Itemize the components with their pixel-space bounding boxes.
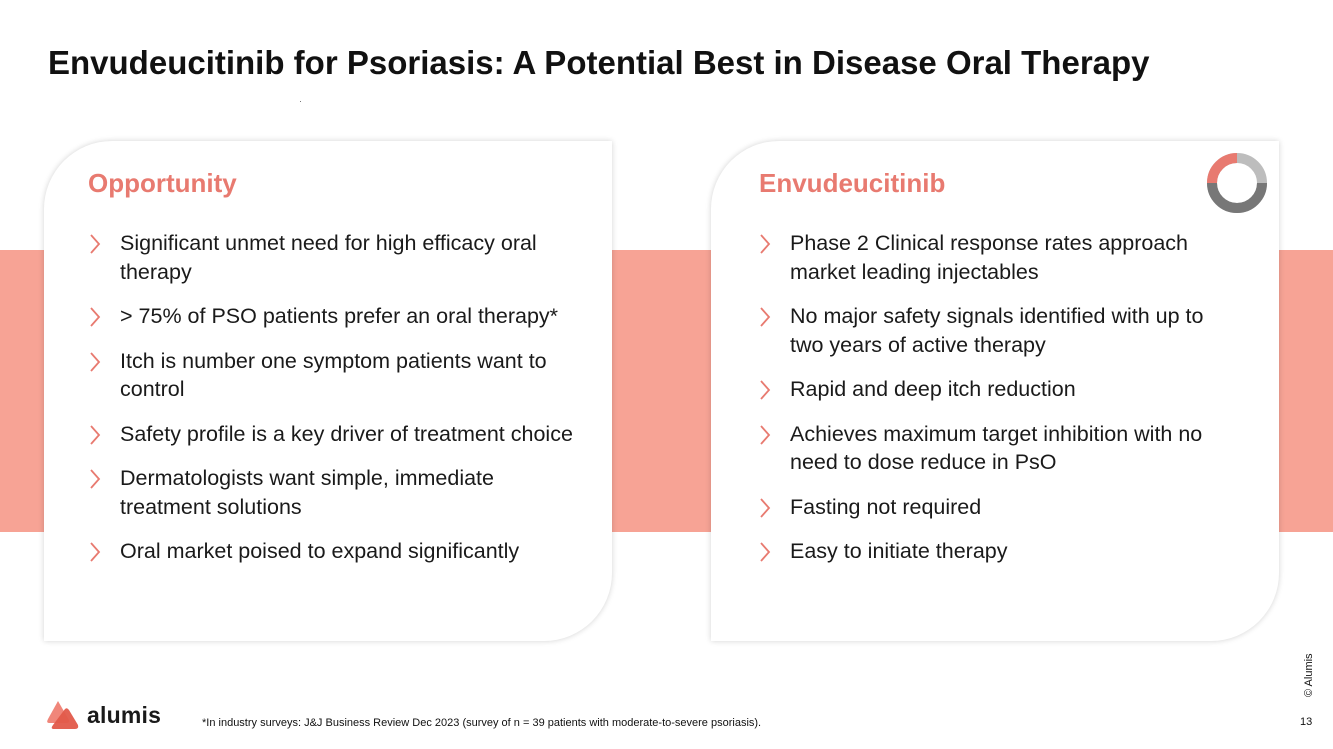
alumis-logo: alumis xyxy=(45,699,161,731)
opportunity-list: Significant unmet need for high efficacy… xyxy=(88,229,573,582)
page-title: Envudeucitinib for Psoriasis: A Potentia… xyxy=(48,44,1150,81)
list-item: Achieves maximum target inhibition with … xyxy=(758,420,1233,477)
list-item-text: Oral market poised to expand significant… xyxy=(120,539,520,563)
list-item-text: Fasting not required xyxy=(790,494,982,519)
list-item-text: Rapid and deep itch reduction xyxy=(790,377,1076,401)
list-item-text: > 75% of PSO patients prefer an oral the… xyxy=(120,304,559,328)
list-item-text: Phase 2 Clinical response rates approach… xyxy=(790,231,1188,284)
chevron-right-icon xyxy=(760,234,771,254)
list-item: Oral market poised to expand significant… xyxy=(88,537,573,566)
chevron-right-icon xyxy=(760,380,771,400)
list-item-text: Achieves maximum target inhibition with … xyxy=(790,421,1203,475)
list-item: Significant unmet need for high efficacy… xyxy=(88,229,573,286)
chevron-right-icon xyxy=(90,424,101,445)
list-item: Safety profile is a key driver of treatm… xyxy=(88,420,573,449)
donut-ring-icon xyxy=(1207,153,1267,213)
logo-wordmark: alumis xyxy=(87,701,162,728)
footnote: *In industry surveys: J&J Business Revie… xyxy=(202,717,762,729)
chevron-right-icon xyxy=(90,307,101,327)
chevron-right-icon xyxy=(760,307,771,327)
chevron-right-icon xyxy=(760,497,771,518)
alumis-logo-icon xyxy=(47,701,79,729)
chevron-right-icon xyxy=(760,424,771,445)
list-item-text: Significant unmet need for high efficacy… xyxy=(120,231,537,284)
list-item: Itch is number one symptom patients want… xyxy=(88,347,573,404)
list-item-text: Dermatologists want simple, immediate tr… xyxy=(120,466,494,519)
list-item-text: No major safety signals identified with … xyxy=(790,304,1204,357)
opportunity-card: Opportunity Significant unmet need for h… xyxy=(44,141,612,641)
chevron-right-icon xyxy=(90,234,101,254)
list-item: Phase 2 Clinical response rates approach… xyxy=(758,229,1233,286)
list-item: Rapid and deep itch reduction xyxy=(758,375,1233,404)
opportunity-heading: Opportunity xyxy=(88,168,237,198)
chevron-right-icon xyxy=(90,542,101,562)
envudeucitinib-card: Envudeucitinib Phase 2 Clinical response… xyxy=(711,141,1279,641)
list-item: Dermatologists want simple, immediate tr… xyxy=(88,464,573,521)
list-item: Fasting not required xyxy=(758,493,1233,522)
chevron-right-icon xyxy=(90,351,101,372)
page-number: 13 xyxy=(1300,716,1313,728)
list-item-text: Easy to initiate therapy xyxy=(790,539,1008,563)
chevron-right-icon xyxy=(90,469,101,489)
copyright-notice: © Alumis xyxy=(1303,653,1315,697)
chevron-right-icon xyxy=(760,542,771,562)
list-item-text: Safety profile is a key driver of treatm… xyxy=(120,421,573,446)
list-item: Easy to initiate therapy xyxy=(758,537,1233,566)
list-item: > 75% of PSO patients prefer an oral the… xyxy=(88,302,573,331)
envudeucitinib-list: Phase 2 Clinical response rates approach… xyxy=(758,229,1233,582)
list-item-text: Itch is number one symptom patients want… xyxy=(120,348,547,402)
decorative-dot xyxy=(300,101,301,102)
list-item: No major safety signals identified with … xyxy=(758,302,1233,359)
envudeucitinib-heading: Envudeucitinib xyxy=(759,168,946,198)
